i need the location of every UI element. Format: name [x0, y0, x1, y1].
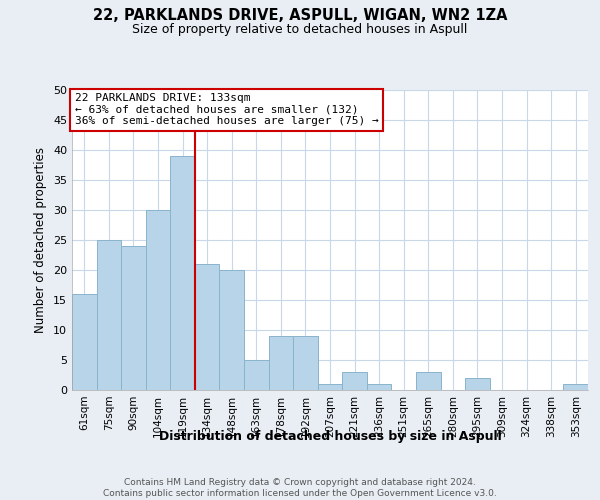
- Bar: [563, 384, 588, 390]
- Text: 22 PARKLANDS DRIVE: 133sqm
← 63% of detached houses are smaller (132)
36% of sem: 22 PARKLANDS DRIVE: 133sqm ← 63% of deta…: [74, 93, 379, 126]
- Bar: [318, 384, 342, 390]
- Bar: [121, 246, 146, 390]
- Text: Contains HM Land Registry data © Crown copyright and database right 2024.
Contai: Contains HM Land Registry data © Crown c…: [103, 478, 497, 498]
- Bar: [293, 336, 318, 390]
- Bar: [170, 156, 195, 390]
- Bar: [465, 378, 490, 390]
- Bar: [146, 210, 170, 390]
- Bar: [220, 270, 244, 390]
- Bar: [367, 384, 391, 390]
- Bar: [244, 360, 269, 390]
- Bar: [416, 372, 440, 390]
- Bar: [97, 240, 121, 390]
- Text: 22, PARKLANDS DRIVE, ASPULL, WIGAN, WN2 1ZA: 22, PARKLANDS DRIVE, ASPULL, WIGAN, WN2 …: [93, 8, 507, 22]
- Text: Size of property relative to detached houses in Aspull: Size of property relative to detached ho…: [133, 22, 467, 36]
- Text: Distribution of detached houses by size in Aspull: Distribution of detached houses by size …: [158, 430, 502, 443]
- Y-axis label: Number of detached properties: Number of detached properties: [34, 147, 47, 333]
- Bar: [269, 336, 293, 390]
- Bar: [342, 372, 367, 390]
- Bar: [72, 294, 97, 390]
- Bar: [195, 264, 220, 390]
